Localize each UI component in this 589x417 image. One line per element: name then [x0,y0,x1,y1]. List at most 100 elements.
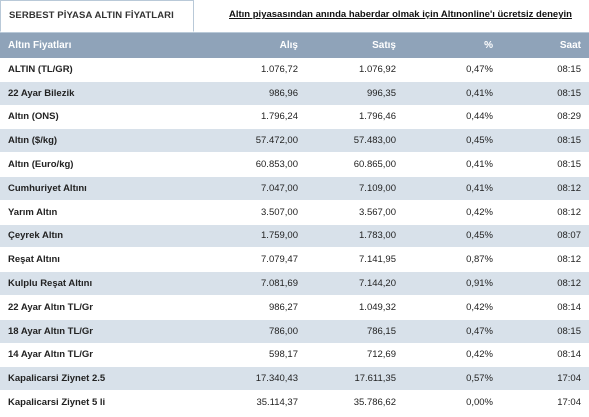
sell-price: 7.141,95 [306,247,404,273]
change-percent: 0,00% [404,390,501,415]
top-bar: SERBEST PİYASA ALTIN FİYATLARI Altın piy… [0,0,589,33]
product-name[interactable]: 22 Ayar Bilezik [0,81,184,106]
table-row: Kapalicarsi Ziynet 2.5 17.340,43 17.611,35… [0,366,589,392]
change-percent: 0,87% [404,247,501,273]
column-header-time[interactable]: Saat [501,33,589,58]
sell-price: 60.865,00 [306,152,404,177]
update-time: 08:15 [501,319,589,344]
product-name[interactable]: Çeyrek Altın [0,224,184,249]
update-time: 08:12 [501,176,589,201]
product-name[interactable]: 22 Ayar Altın TL/Gr [0,295,184,320]
buy-price: 60.853,00 [184,152,306,177]
buy-price: 7.081,69 [184,271,306,296]
buy-price: 3.507,00 [184,200,306,225]
table-header-row: Altın Fiyatları Alış Satış % Saat [0,33,589,58]
update-time: 08:15 [501,152,589,177]
change-percent: 0,45% [404,224,501,249]
product-name[interactable]: Kulplu Reşat Altını [0,271,184,296]
update-time: 08:07 [501,224,589,249]
update-time: 08:12 [501,271,589,296]
product-name[interactable]: Kapalicarsi Ziynet 5 li [0,390,184,415]
product-name[interactable]: 18 Ayar Altın TL/Gr [0,319,184,344]
table-row: Altın (Euro/kg) 60.853,00 60.865,00 0,41% 08… [0,152,589,177]
product-name[interactable]: ALTIN (TL/GR) [0,58,184,82]
sell-price: 17.611,35 [306,366,404,392]
update-time: 08:15 [501,58,589,82]
buy-price: 1.796,24 [184,105,306,130]
product-name[interactable]: Cumhuriyet Altını [0,176,184,201]
change-percent: 0,41% [404,81,501,106]
update-time: 17:04 [501,390,589,415]
product-name[interactable]: Kapalicarsi Ziynet 2.5 [0,366,184,392]
update-time: 08:12 [501,247,589,273]
buy-price: 598,17 [184,343,306,368]
sell-price: 1.783,00 [306,224,404,249]
column-header-percent[interactable]: % [404,33,501,58]
sell-price: 786,15 [306,319,404,344]
table-row: 14 Ayar Altın TL/Gr 598,17 712,69 0,42% 08:1… [0,343,589,368]
buy-price: 1.759,00 [184,224,306,249]
buy-price: 7.079,47 [184,247,306,273]
sell-price: 1.796,46 [306,105,404,130]
update-time: 08:15 [501,128,589,154]
change-percent: 0,41% [404,176,501,201]
change-percent: 0,41% [404,152,501,177]
update-time: 08:14 [501,295,589,320]
product-name[interactable]: 14 Ayar Altın TL/Gr [0,343,184,368]
sell-price: 712,69 [306,343,404,368]
gold-prices-table: Altın Fiyatları Alış Satış % Saat ALTIN … [0,33,589,415]
update-time: 08:15 [501,81,589,106]
table-row: Altın (ONS) 1.796,24 1.796,46 0,44% 08:29 [0,105,589,130]
update-time: 08:29 [501,105,589,130]
update-time: 08:14 [501,343,589,368]
buy-price: 35.114,37 [184,390,306,415]
tab-serbest-piyasa[interactable]: SERBEST PİYASA ALTIN FİYATLARI [0,0,194,32]
buy-price: 986,27 [184,295,306,320]
change-percent: 0,42% [404,343,501,368]
table-row: 22 Ayar Bilezik 986,96 996,35 0,41% 08:15 [0,81,589,106]
buy-price: 7.047,00 [184,176,306,201]
promo-link[interactable]: Altın piyasasından anında haberdar olmak… [229,9,572,20]
change-percent: 0,45% [404,128,501,154]
table-row: Cumhuriyet Altını 7.047,00 7.109,00 0,41% 08… [0,176,589,201]
sell-price: 1.049,32 [306,295,404,320]
update-time: 08:12 [501,200,589,225]
sell-price: 7.144,20 [306,271,404,296]
column-header-sell[interactable]: Satış [306,33,404,58]
buy-price: 57.472,00 [184,128,306,154]
sell-price: 57.483,00 [306,128,404,154]
table-row: Kapalicarsi Ziynet 5 li 35.114,37 35.786,6… [0,390,589,415]
sell-price: 996,35 [306,81,404,106]
change-percent: 0,47% [404,319,501,344]
sell-price: 35.786,62 [306,390,404,415]
buy-price: 17.340,43 [184,366,306,392]
product-name[interactable]: Yarım Altın [0,200,184,225]
table-row: 22 Ayar Altın TL/Gr 986,27 1.049,32 0,42% 08… [0,295,589,320]
table-row: Kulplu Reşat Altını 7.081,69 7.144,20 0,91%… [0,271,589,296]
product-name[interactable]: Altın (ONS) [0,105,184,130]
change-percent: 0,91% [404,271,501,296]
change-percent: 0,42% [404,295,501,320]
sell-price: 3.567,00 [306,200,404,225]
table-row: Yarım Altın 3.507,00 3.567,00 0,42% 08:12 [0,200,589,225]
column-header-buy[interactable]: Alış [184,33,306,58]
table-row: 18 Ayar Altın TL/Gr 786,00 786,15 0,47% 08:1… [0,319,589,344]
sell-price: 7.109,00 [306,176,404,201]
table-row: ALTIN (TL/GR) 1.076,72 1.076,92 0,47% 08:15 [0,58,589,82]
table-row: Reşat Altını 7.079,47 7.141,95 0,87% 08:12 [0,247,589,273]
table-row: Altın ($/kg) 57.472,00 57.483,00 0,45% 08:15 [0,128,589,154]
change-percent: 0,57% [404,366,501,392]
product-name[interactable]: Altın (Euro/kg) [0,152,184,177]
product-name[interactable]: Reşat Altını [0,247,184,273]
buy-price: 1.076,72 [184,58,306,82]
change-percent: 0,42% [404,200,501,225]
change-percent: 0,47% [404,58,501,82]
sell-price: 1.076,92 [306,58,404,82]
update-time: 17:04 [501,366,589,392]
table-row: Çeyrek Altın 1.759,00 1.783,00 0,45% 08:07 [0,224,589,249]
change-percent: 0,44% [404,105,501,130]
column-header-name[interactable]: Altın Fiyatları [0,33,184,58]
buy-price: 786,00 [184,319,306,344]
buy-price: 986,96 [184,81,306,106]
product-name[interactable]: Altın ($/kg) [0,128,184,154]
